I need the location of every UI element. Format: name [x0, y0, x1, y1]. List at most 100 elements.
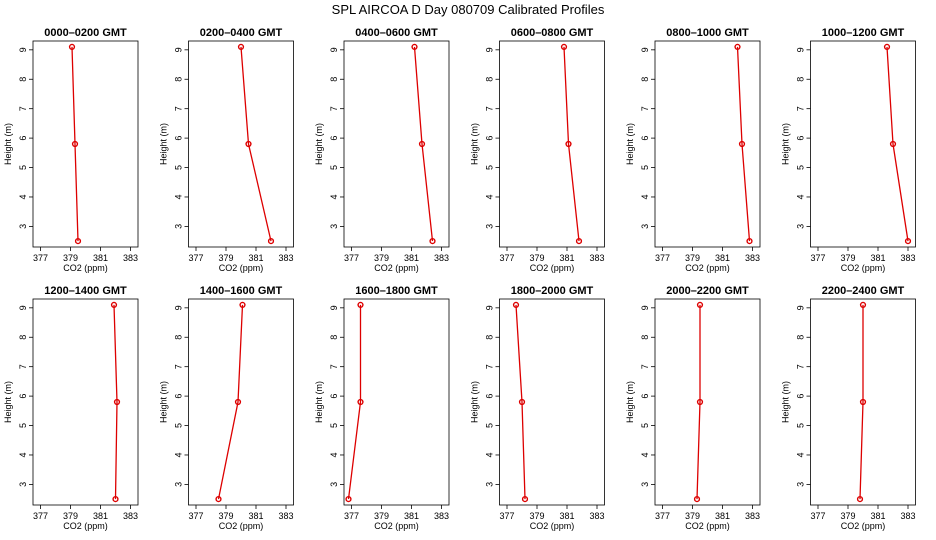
x-tick-label: 381	[715, 253, 730, 263]
profile-line	[413, 46, 434, 242]
profile-panel: 0000–0200 GMT 377 379 381 383 3 4 5 6 7 8 9 CO2 (ppm…	[3, 27, 139, 273]
y-tick-label: 8	[485, 335, 495, 340]
y-tick-label: 5	[329, 165, 339, 170]
x-axis-label: CO2 (ppm)	[841, 521, 886, 531]
x-axis-label: CO2 (ppm)	[219, 521, 264, 531]
profile-point	[239, 301, 246, 308]
profile-panel: 1400–1600 GMT 377 379 381 383 3 4 5 6 7 8 9 CO2 (ppm…	[159, 285, 294, 531]
x-axis-label: CO2 (ppm)	[530, 263, 575, 273]
y-tick-label: 5	[485, 423, 495, 428]
y-tick-label: 3	[485, 224, 495, 229]
plot-frame	[810, 298, 916, 506]
profile-line	[347, 304, 362, 500]
plot-frame	[32, 298, 139, 506]
x-tick-label: 377	[655, 511, 670, 521]
y-tick-label: 3	[485, 482, 495, 487]
y-tick-label: 5	[18, 165, 28, 170]
y-tick-label: 3	[329, 482, 339, 487]
y-tick-label: 6	[796, 136, 806, 141]
x-axis-label: CO2 (ppm)	[685, 521, 730, 531]
profile-point	[429, 238, 436, 245]
x-tick-label: 383	[900, 511, 915, 521]
x-axis-label: CO2 (ppm)	[63, 521, 108, 531]
x-tick-label: 379	[63, 511, 78, 521]
y-tick-label: 4	[485, 452, 495, 457]
profile-panel: 0200–0400 GMT 377 379 381 383 3 4 5 6 7 8 9 CO2 (ppm…	[159, 27, 294, 273]
y-tick-label: 6	[485, 136, 495, 141]
y-tick-label: 9	[796, 305, 806, 310]
profile-point	[357, 398, 364, 406]
y-tick-label: 3	[174, 224, 184, 229]
y-tick-label: 7	[485, 106, 495, 111]
profile-point	[575, 238, 583, 245]
x-tick-label: 379	[529, 253, 544, 263]
y-tick-label: 5	[174, 165, 184, 170]
x-tick-label: 377	[499, 511, 514, 521]
y-tick-label: 8	[796, 335, 806, 340]
x-tick-label: 383	[745, 511, 760, 521]
x-axis-label: CO2 (ppm)	[219, 263, 264, 273]
y-tick-label: 9	[174, 47, 184, 52]
panel-title: 0400–0600 GMT	[355, 27, 438, 39]
y-axis-label: Height (m)	[625, 381, 635, 423]
profile-line	[515, 304, 526, 500]
y-tick-label: 5	[640, 423, 650, 428]
y-tick-label: 9	[640, 305, 650, 310]
panel-title: 1600–1800 GMT	[355, 285, 438, 297]
x-tick-label: 377	[344, 511, 359, 521]
y-tick-label: 9	[18, 47, 28, 52]
profile-point	[696, 301, 704, 308]
plot-frame	[188, 40, 294, 248]
panel-title: 0800–1000 GMT	[666, 27, 749, 39]
x-tick-label: 379	[840, 511, 855, 521]
y-tick-label: 9	[18, 305, 28, 310]
y-tick-label: 6	[640, 136, 650, 141]
y-tick-label: 8	[485, 77, 495, 82]
profile-line	[886, 46, 909, 242]
x-tick-label: 377	[33, 253, 48, 263]
x-tick-label: 377	[33, 511, 48, 521]
profile-line	[240, 46, 272, 242]
y-tick-label: 7	[329, 364, 339, 369]
y-tick-label: 8	[796, 77, 806, 82]
x-tick-label: 381	[559, 253, 574, 263]
x-tick-label: 379	[840, 253, 855, 263]
profile-line	[71, 46, 79, 242]
y-tick-label: 8	[329, 77, 339, 82]
y-tick-label: 7	[18, 106, 28, 111]
x-tick-label: 379	[218, 511, 233, 521]
profile-point	[734, 43, 741, 50]
x-tick-label: 379	[374, 511, 389, 521]
x-axis-label: CO2 (ppm)	[374, 521, 419, 531]
y-tick-label: 7	[18, 364, 28, 369]
x-tick-label: 383	[900, 253, 915, 263]
profile-point	[746, 238, 753, 245]
y-tick-label: 9	[485, 47, 495, 52]
panel-title: 1000–1200 GMT	[822, 27, 905, 39]
panel-title: 1400–1600 GMT	[200, 285, 283, 297]
x-tick-label: 383	[434, 253, 449, 263]
x-tick-label: 379	[63, 253, 78, 263]
x-tick-label: 383	[123, 253, 138, 263]
profile-point	[110, 301, 118, 308]
y-tick-label: 5	[640, 165, 650, 170]
y-tick-label: 4	[640, 452, 650, 457]
x-tick-label: 383	[278, 253, 293, 263]
y-tick-label: 4	[18, 452, 28, 457]
y-tick-label: 4	[174, 194, 184, 199]
profile-point	[71, 140, 79, 148]
panel-title: 2000–2200 GMT	[666, 285, 749, 297]
y-tick-label: 5	[174, 423, 184, 428]
plot-frame	[32, 40, 139, 248]
y-tick-label: 7	[485, 364, 495, 369]
profile-line	[859, 304, 864, 500]
plot-frame	[654, 40, 761, 248]
y-tick-label: 5	[18, 423, 28, 428]
x-tick-label: 379	[685, 253, 700, 263]
profile-panel: 1800–2000 GMT 377 379 381 383 3 4 5 6 7 8 9 CO2 (ppm…	[470, 285, 605, 531]
y-tick-label: 9	[640, 47, 650, 52]
x-tick-label: 381	[93, 253, 108, 263]
profile-point	[68, 43, 76, 50]
profile-point	[357, 301, 364, 308]
x-tick-label: 377	[810, 511, 825, 521]
